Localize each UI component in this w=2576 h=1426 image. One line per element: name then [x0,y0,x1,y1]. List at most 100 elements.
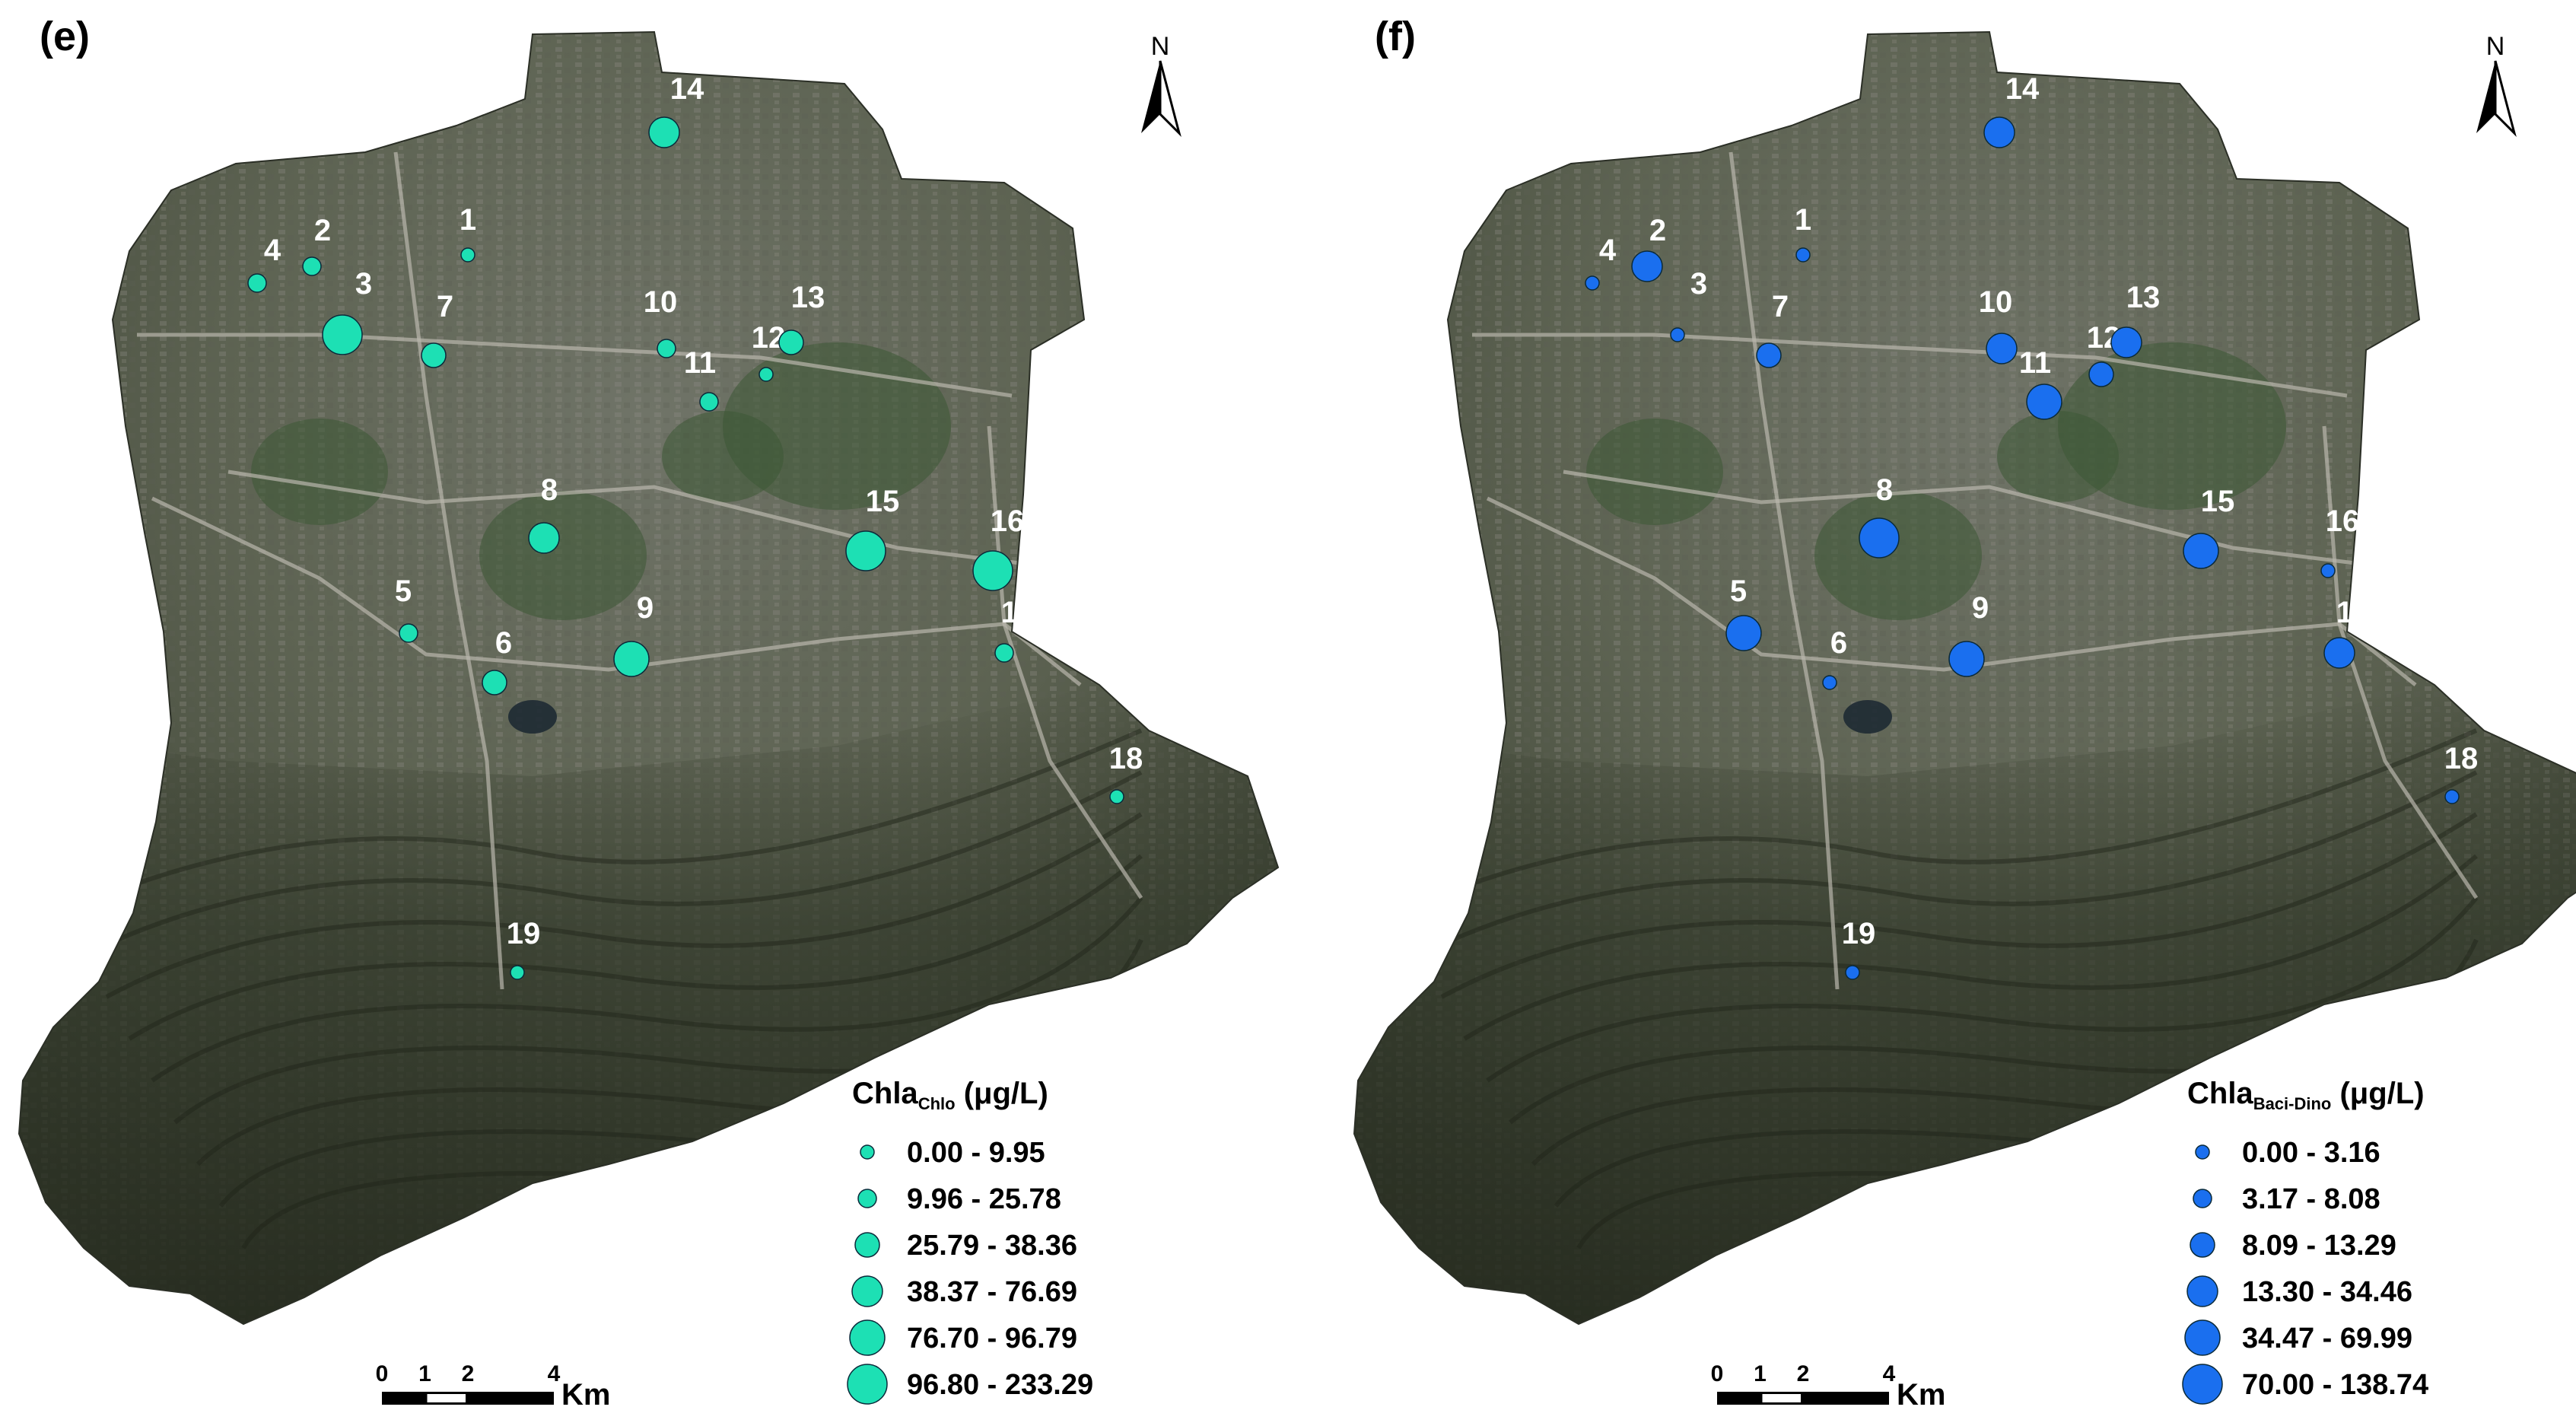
site-marker-13 [778,329,804,355]
scale-tick-2: 2 [1797,1361,1810,1386]
legend-class-5: 34.47 - 69.99 [2242,1323,2412,1354]
scale-tick-2: 2 [462,1361,475,1386]
legend-symbol-3 [2190,1232,2215,1258]
site-label-7: 7 [437,290,453,323]
legend-title: ChlaChlo (μg/L) [852,1077,1048,1113]
site-label-15: 15 [2201,485,2235,518]
site-marker-9 [613,641,650,677]
site-label-16: 16 [2326,505,2360,538]
scale-tick-1: 1 [418,1361,431,1386]
legend-class-2: 9.96 - 25.78 [907,1183,1061,1215]
legend-class-5: 76.70 - 96.79 [907,1323,1077,1354]
scale-bar: 0 1 2 4Km [376,1361,611,1412]
site-marker-12 [2088,361,2114,387]
site-label-16: 16 [991,505,1025,538]
legend-symbol-2 [857,1189,877,1208]
site-marker-8 [528,522,560,554]
site-label-14: 14 [670,72,704,106]
scale-tick-0: 0 [1711,1361,1724,1386]
site-label-18: 18 [1109,742,1143,775]
site-marker-5 [1725,615,1762,651]
site-label-3: 3 [355,267,372,301]
site-label-19: 19 [1842,917,1876,950]
site-label-3: 3 [1690,267,1707,301]
site-marker-17 [2323,637,2355,669]
site-label-13: 13 [2126,281,2161,314]
map-panel-f: (f) N12345678910111213141516171819ChlaBac… [1353,14,2576,1412]
legend-class-6: 96.80 - 233.29 [907,1369,1093,1401]
site-marker-2 [1631,250,1663,282]
site-marker-9 [1948,641,1985,677]
site-label-6: 6 [1830,626,1847,660]
satellite-map [17,30,1280,1326]
site-label-5: 5 [395,575,412,608]
scale-bar: 0 1 2 4Km [1711,1361,1946,1412]
scale-tick-1: 1 [1754,1361,1767,1386]
site-marker-17 [994,643,1014,663]
legend-symbol-6 [2182,1364,2223,1405]
map-panel-e: (e) N12345678910111213141516171819ChlaChl… [17,14,1280,1412]
legend-symbol-5 [849,1319,886,1356]
site-marker-18 [2444,789,2460,804]
site-label-2: 2 [1649,214,1666,247]
scale-unit: Km [1897,1378,1945,1412]
site-label-13: 13 [791,281,825,314]
site-label-19: 19 [507,917,541,950]
site-label-5: 5 [1730,575,1747,608]
site-label-9: 9 [637,591,654,625]
panel-label: (e) [40,14,90,59]
site-marker-14 [1983,116,2015,148]
legend-symbol-5 [2184,1319,2221,1356]
legend-title: ChlaBaci-Dino (μg/L) [2187,1077,2425,1113]
legend-symbol-4 [2186,1275,2218,1307]
site-label-15: 15 [866,485,900,518]
scale-tick-0: 0 [376,1361,389,1386]
legend-class-3: 8.09 - 13.29 [2242,1230,2396,1262]
site-label-17: 17 [1001,596,1035,629]
site-marker-15 [2183,533,2219,569]
site-marker-16 [972,550,1013,591]
site-label-8: 8 [1876,473,1893,507]
scale-tick-4: 4 [1883,1361,1896,1386]
north-arrow-icon [1141,60,1181,137]
scale-tick-4: 4 [548,1361,561,1386]
site-label-8: 8 [541,473,558,507]
site-marker-19 [1845,965,1860,980]
site-marker-1 [460,247,475,263]
site-label-11: 11 [2019,346,2051,380]
satellite-map [1353,30,2576,1326]
site-label-2: 2 [314,214,331,247]
site-marker-12 [758,367,774,382]
legend: ChlaBaci-Dino (μg/L) 0.00 - 3.16 3.17 - 8.… [2182,1077,2428,1405]
site-marker-2 [302,256,322,276]
legend-class-4: 13.30 - 34.46 [2242,1276,2412,1308]
site-marker-6 [482,670,507,695]
site-marker-19 [510,965,525,980]
site-marker-8 [1859,517,1900,559]
north-label: N [2486,32,2505,61]
site-marker-13 [2110,326,2142,358]
site-label-10: 10 [644,285,678,319]
site-label-6: 6 [495,626,512,660]
site-marker-16 [2320,563,2336,578]
site-label-10: 10 [1979,285,2013,319]
site-label-11: 11 [684,346,716,380]
legend-symbol-1 [2195,1144,2210,1160]
legend-symbol-2 [2193,1189,2212,1208]
site-label-1: 1 [1795,203,1811,237]
legend-class-2: 3.17 - 8.08 [2242,1183,2380,1215]
north-arrow-icon [2476,60,2517,137]
panel-label: (f) [1375,14,1416,59]
site-label-7: 7 [1772,290,1789,323]
site-label-4: 4 [1599,234,1617,267]
legend-symbol-3 [854,1232,880,1258]
legend-symbol-4 [851,1275,883,1307]
site-label-4: 4 [264,234,281,267]
legend-class-1: 0.00 - 9.95 [907,1137,1045,1169]
site-marker-6 [1822,675,1837,690]
site-marker-7 [1756,342,1782,368]
site-label-17: 17 [2336,596,2371,629]
